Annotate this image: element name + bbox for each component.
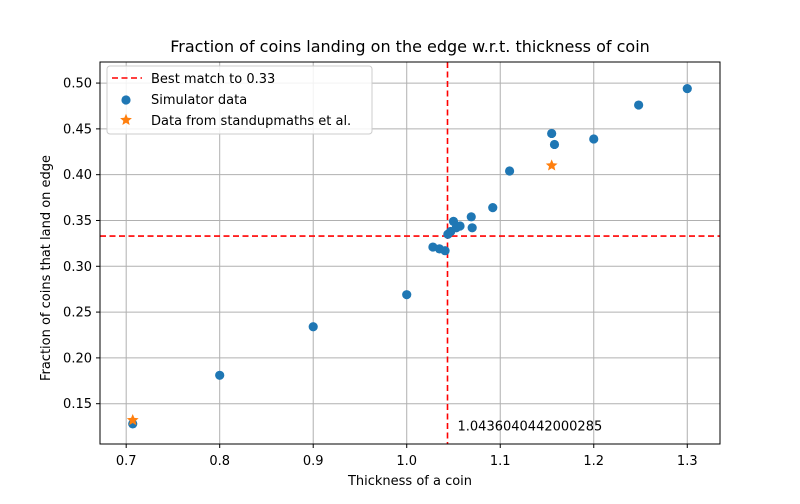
legend-label-best-match: Best match to 0.33 [151,72,275,87]
circle-data-point [215,370,225,380]
data-series [126,83,692,429]
y-tick-label: 0.15 [63,397,92,412]
y-tick-label: 0.20 [63,351,92,366]
y-axis-label: Fraction of coins that land on edge [39,155,54,381]
y-tick-label: 0.45 [63,122,92,137]
best-match-annotation: 1.0436040442000285 [458,420,603,435]
circle-data-point [488,203,498,213]
circle-data-point [634,100,644,110]
series-standupmaths-data [126,159,558,426]
x-tick-label: 0.9 [303,454,324,469]
x-tick-label: 1.3 [677,454,698,469]
circle-data-point [455,221,465,231]
legend-label-standupmaths: Data from standupmaths et al. [151,114,351,129]
legend-label-simulator: Simulator data [151,93,247,108]
x-tick-label: 0.8 [209,454,230,469]
circle-data-point [504,166,515,176]
y-tick-label: 0.40 [63,168,92,183]
y-tick-label: 0.50 [63,77,92,92]
star-data-point [126,413,139,426]
star-data-point [545,159,558,171]
x-tick-label: 1.1 [490,454,511,469]
axis-ticks: 0.7 0.8 0.9 1.0 1.1 1.2 1.3 0.15 0.20 0.25 0.30 0.3… [63,77,698,469]
y-tick-label: 0.30 [63,260,92,275]
circle-data-point [549,139,560,150]
x-tick-label: 0.7 [116,454,137,469]
chart-title: Fraction of coins landing on the edge w.… [170,37,650,56]
plot-frame [99,61,721,445]
circle-data-point [466,212,476,222]
circle-data-point [308,322,318,332]
legend-circle-marker-icon [121,95,131,105]
y-tick-label: 0.25 [63,306,92,321]
circle-data-point [467,223,477,233]
circle-data-point [440,246,450,256]
x-tick-label: 1.0 [396,454,417,469]
legend-box [106,65,373,135]
x-axis-label: Thickness of a coin [347,474,472,489]
circle-data-point [547,128,557,139]
x-tick-label: 1.2 [583,454,604,469]
y-tick-label: 0.35 [63,214,92,229]
legend-star-marker-icon [120,113,132,126]
circle-data-point [402,290,412,300]
circle-data-point [682,83,692,94]
circle-data-point [589,134,599,144]
legend: Best match to 0.33 Simulator data Data f… [106,65,373,135]
